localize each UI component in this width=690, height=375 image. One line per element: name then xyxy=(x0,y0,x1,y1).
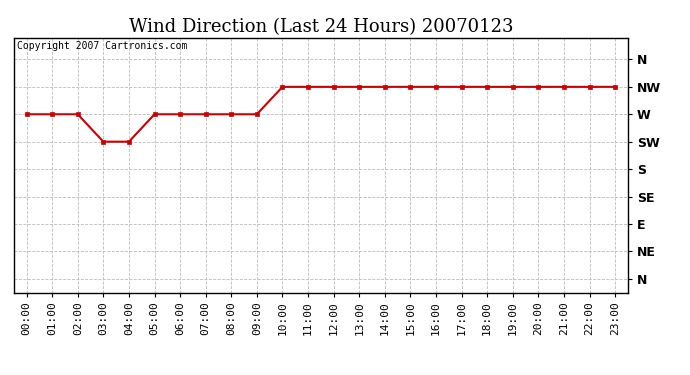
Text: Copyright 2007 Cartronics.com: Copyright 2007 Cartronics.com xyxy=(17,41,187,51)
Title: Wind Direction (Last 24 Hours) 20070123: Wind Direction (Last 24 Hours) 20070123 xyxy=(128,18,513,36)
